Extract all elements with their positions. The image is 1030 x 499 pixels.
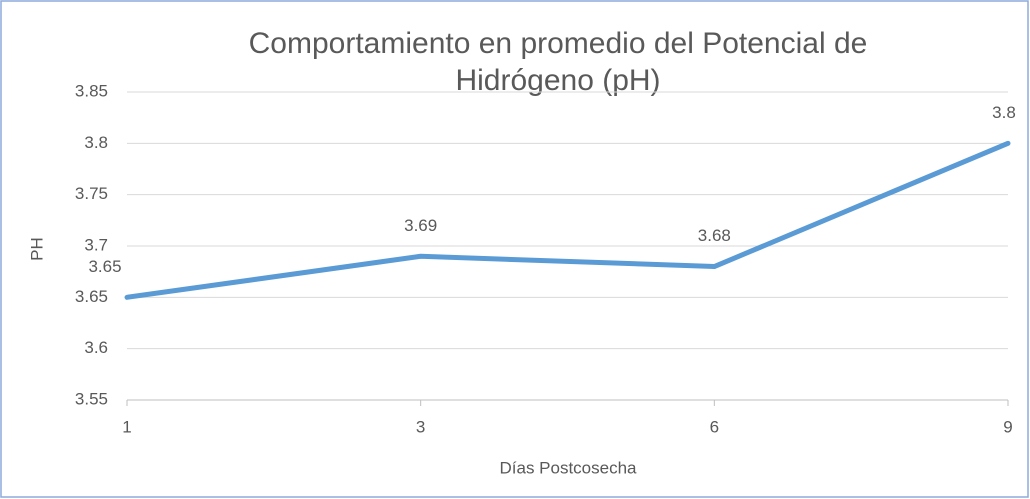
- data-label: 3.68: [698, 226, 731, 245]
- y-tick-label: 3.7: [84, 235, 108, 254]
- data-label: 3.69: [404, 216, 437, 235]
- y-tick-label: 3.55: [75, 389, 108, 408]
- line: [124, 140, 1011, 300]
- x-tick-label: 1: [122, 417, 131, 436]
- y-tick-label: 3.65: [75, 287, 108, 306]
- y-tick-label: 3.8: [84, 133, 108, 152]
- y-tick-label: 3.6: [84, 338, 108, 357]
- y-tick-label: 3.75: [75, 184, 108, 203]
- chart-title: Hidrógeno (pH): [455, 64, 660, 97]
- chart-title: Comportamiento en promedio del Potencial…: [249, 27, 868, 60]
- x-axis-label: Días Postcosecha: [499, 458, 637, 477]
- y-tick-label: 3.85: [75, 81, 108, 100]
- x-tick-label: 3: [416, 417, 425, 436]
- y-axis-label: PH: [27, 237, 46, 261]
- x-tick-label: 9: [1003, 417, 1012, 436]
- data-label: 3.8: [992, 103, 1016, 122]
- x-tick-label: 6: [710, 417, 719, 436]
- data-label: 3.65: [88, 257, 121, 276]
